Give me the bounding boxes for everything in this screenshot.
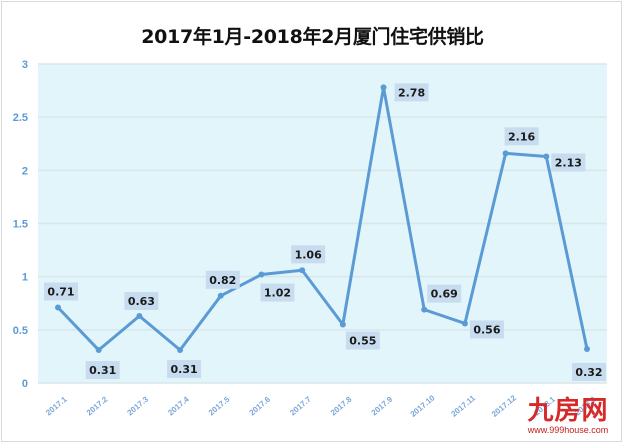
data-label: 0.31 [89, 364, 116, 377]
watermark-logo: 九房网 [527, 396, 609, 426]
data-label: 0.31 [171, 363, 198, 376]
watermark: 九房网 www.999house.com [518, 398, 618, 435]
data-point [258, 271, 265, 278]
data-label-box [394, 83, 429, 102]
x-tick-label: 2017.7 [288, 394, 313, 417]
data-label: 0.32 [575, 366, 602, 379]
data-point [217, 292, 224, 299]
y-tick-label: 1.5 [13, 219, 28, 231]
y-tick-label: 1 [22, 272, 28, 284]
data-label-box [572, 362, 606, 381]
x-tick-label: 2017.11 [450, 393, 478, 419]
data-label: 0.71 [47, 286, 74, 299]
data-point [380, 84, 387, 91]
data-point [421, 306, 428, 313]
series-line [56, 85, 589, 352]
data-point [55, 304, 61, 311]
x-tick-label: 2017.12 [490, 393, 518, 419]
x-tick-label: 2017.1 [44, 394, 69, 417]
chart-title: 2017年1月-2018年2月厦门住宅供销比 [141, 26, 484, 48]
x-tick-label: 2017.5 [207, 394, 232, 417]
data-point [95, 347, 102, 354]
watermark-url: www.999house.com [527, 425, 609, 435]
data-point [136, 313, 143, 320]
data-label-box [504, 127, 539, 146]
data-label-box [551, 153, 586, 172]
data-label: 0.56 [473, 323, 500, 336]
y-tick-label: 3 [22, 59, 28, 71]
data-point [339, 321, 346, 328]
data-label: 0.82 [209, 274, 236, 287]
data-label: 1.02 [264, 287, 291, 300]
x-tick-label: 2017.2 [85, 394, 110, 417]
y-tick-label: 0.5 [13, 325, 28, 337]
data-label-box [291, 245, 326, 264]
x-tick-label: 2017.9 [370, 394, 395, 417]
x-tick-label: 2017.4 [166, 394, 191, 417]
data-label-box [205, 270, 240, 289]
data-label: 0.69 [431, 288, 458, 301]
data-label: 2.78 [398, 86, 425, 99]
data-label-box [85, 361, 120, 380]
data-label: 2.16 [508, 130, 535, 143]
data-label: 0.63 [128, 295, 155, 308]
data-label-box [124, 292, 159, 311]
data-label-box [427, 284, 462, 303]
data-label: 0.55 [349, 335, 376, 348]
x-tick-label: 2017.8 [329, 394, 354, 417]
y-tick-label: 0 [22, 378, 28, 390]
data-label: 2.13 [555, 157, 582, 170]
data-point [177, 347, 184, 354]
data-label-box [44, 282, 78, 301]
data-label-box [167, 360, 202, 379]
data-point [299, 267, 306, 274]
x-tick-label: 2017.10 [409, 393, 437, 419]
data-point [584, 345, 590, 352]
x-tick-label: 2017.6 [248, 394, 273, 417]
y-tick-label: 2 [22, 165, 28, 177]
data-point [502, 150, 509, 157]
data-label-box [469, 320, 504, 339]
data-point [543, 153, 550, 160]
y-tick-label: 2.5 [13, 112, 28, 124]
data-label-box [345, 331, 380, 350]
data-label: 1.06 [295, 248, 322, 261]
data-point [461, 320, 468, 327]
x-tick-label: 2017.3 [126, 394, 151, 417]
data-label-box [260, 283, 295, 302]
